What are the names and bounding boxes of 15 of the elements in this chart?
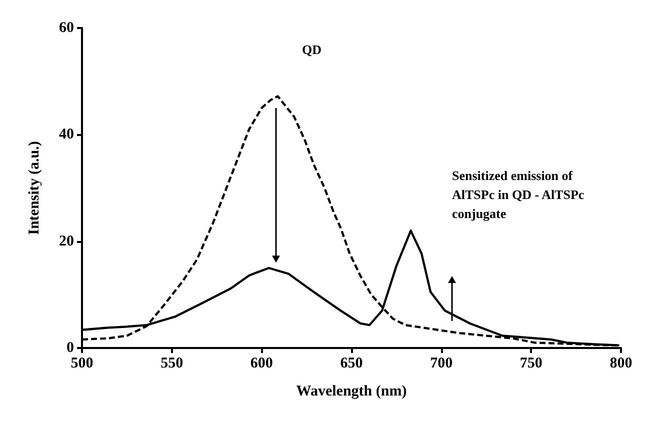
y-tick-label: 20 (59, 233, 74, 250)
y-tick-label: 40 (59, 126, 74, 143)
x-axis-title: Wavelength (nm) (296, 384, 407, 400)
x-tick-label: 650 (340, 356, 363, 372)
x-tick-label: 800 (610, 356, 632, 372)
annotation: QD (302, 42, 322, 57)
x-tick-label: 750 (520, 356, 542, 372)
x-tick-label: 600 (250, 356, 273, 372)
x-tick-label: 500 (70, 356, 94, 372)
x-tick-label: 700 (430, 356, 453, 372)
y-tick-label: 60 (59, 20, 74, 36)
x-tick-label: 550 (160, 356, 184, 372)
y-tick-label: 0 (66, 340, 74, 356)
y-axis-title: Intensity (a.u.) (26, 141, 42, 235)
annotation: Sensitized emission of AlTSPc in QD - AlTSPc conjugate (452, 168, 584, 221)
